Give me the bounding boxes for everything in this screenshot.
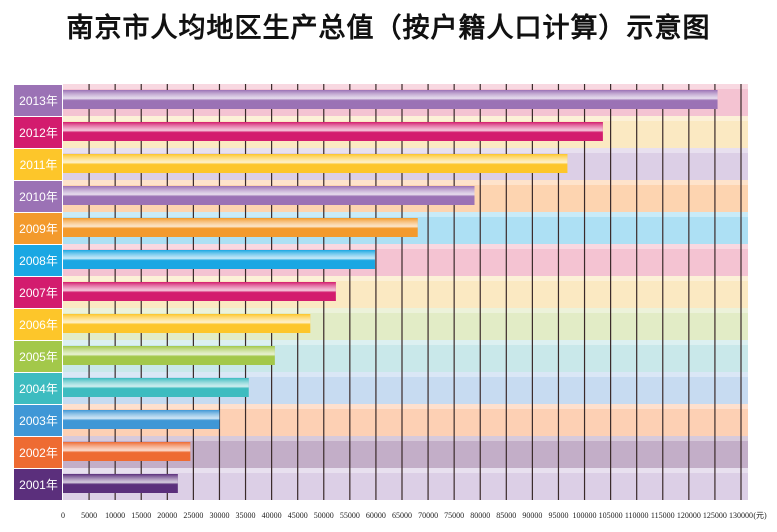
row-highlight xyxy=(63,436,748,441)
bar-shine xyxy=(63,314,311,333)
category-label: 2003年 xyxy=(19,414,58,428)
bar-shine xyxy=(63,218,418,237)
bar-shine xyxy=(63,346,275,365)
unit-label: (元) xyxy=(753,511,767,520)
category-label-box xyxy=(14,437,62,468)
row-highlight xyxy=(63,276,748,281)
x-tick-label: 105000 xyxy=(599,511,623,520)
x-tick-label: 5000 xyxy=(81,511,97,520)
bar-shine xyxy=(63,282,336,301)
x-tick-label: 95000 xyxy=(548,511,568,520)
row-highlight xyxy=(63,372,748,377)
bar-shine xyxy=(63,378,249,397)
category-label: 2005年 xyxy=(19,350,58,364)
row-highlight xyxy=(63,308,748,313)
x-tick-label: 110000 xyxy=(625,511,649,520)
x-tick-label: 20000 xyxy=(157,511,177,520)
category-label-box xyxy=(14,149,62,180)
x-tick-label: 70000 xyxy=(418,511,438,520)
bar-shine xyxy=(63,154,568,173)
category-label: 2012年 xyxy=(19,126,58,140)
row-highlight xyxy=(63,84,748,89)
row-highlight xyxy=(63,340,748,345)
bar-shine xyxy=(63,186,475,205)
x-tick-label: 60000 xyxy=(366,511,386,520)
x-tick-label: 90000 xyxy=(522,511,542,520)
category-label-box xyxy=(14,405,62,436)
row-highlight xyxy=(63,404,748,409)
category-label-box xyxy=(14,117,62,148)
x-tick-label: 120000 xyxy=(677,511,701,520)
category-label: 2006年 xyxy=(19,318,58,332)
bar-shine xyxy=(63,122,603,141)
x-tick-label: 35000 xyxy=(236,511,256,520)
x-tick-label: 25000 xyxy=(183,511,203,520)
bar-shine xyxy=(63,442,191,461)
category-label: 2001年 xyxy=(19,478,58,492)
category-label-box xyxy=(14,341,62,372)
category-label-box xyxy=(14,213,62,244)
category-label: 2013年 xyxy=(19,94,58,108)
chart-title: 南京市人均地区生产总值（按户籍人口计算）示意图 xyxy=(66,13,711,44)
category-label-box xyxy=(14,245,62,276)
x-tick-label: 130000 xyxy=(729,511,753,520)
category-label-box xyxy=(14,85,62,116)
x-tick-label: 80000 xyxy=(470,511,490,520)
category-label: 2004年 xyxy=(19,382,58,396)
x-tick-label: 100000 xyxy=(573,511,597,520)
row-highlight xyxy=(63,212,748,217)
bar-shine xyxy=(63,474,178,493)
x-tick-label: 15000 xyxy=(131,511,151,520)
row-highlight xyxy=(63,116,748,121)
x-tick-label: 45000 xyxy=(288,511,308,520)
row-highlight xyxy=(63,148,748,153)
x-tick-label: 125000 xyxy=(703,511,727,520)
category-label-box xyxy=(14,469,62,500)
category-label-box xyxy=(14,181,62,212)
bar-shine xyxy=(63,410,220,429)
bar-shine xyxy=(63,250,375,269)
x-tick-label: 40000 xyxy=(262,511,282,520)
bar-shine xyxy=(63,90,718,109)
category-label-box xyxy=(14,277,62,308)
x-tick-label: 55000 xyxy=(340,511,360,520)
x-tick-label: 0 xyxy=(61,511,65,520)
x-tick-label: 65000 xyxy=(392,511,412,520)
x-tick-label: 10000 xyxy=(105,511,125,520)
category-label-box xyxy=(14,309,62,340)
category-label: 2011年 xyxy=(20,158,58,172)
x-tick-label: 85000 xyxy=(496,511,516,520)
x-tick-label: 75000 xyxy=(444,511,464,520)
category-label-box xyxy=(14,373,62,404)
category-label: 2010年 xyxy=(19,190,58,204)
row-highlight xyxy=(63,244,748,249)
row-highlight xyxy=(63,468,748,473)
x-tick-label: 30000 xyxy=(209,511,229,520)
category-label: 2008年 xyxy=(19,254,58,268)
category-label: 2007年 xyxy=(19,286,58,300)
category-label: 2002年 xyxy=(19,446,58,460)
category-label: 2009年 xyxy=(19,222,58,236)
x-tick-label: 115000 xyxy=(651,511,675,520)
row-highlight xyxy=(63,180,748,185)
x-tick-label: 50000 xyxy=(314,511,334,520)
